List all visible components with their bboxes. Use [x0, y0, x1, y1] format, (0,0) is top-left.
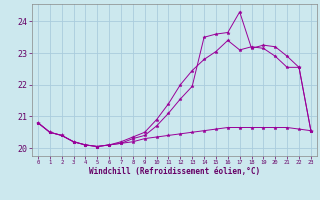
X-axis label: Windchill (Refroidissement éolien,°C): Windchill (Refroidissement éolien,°C) — [89, 167, 260, 176]
